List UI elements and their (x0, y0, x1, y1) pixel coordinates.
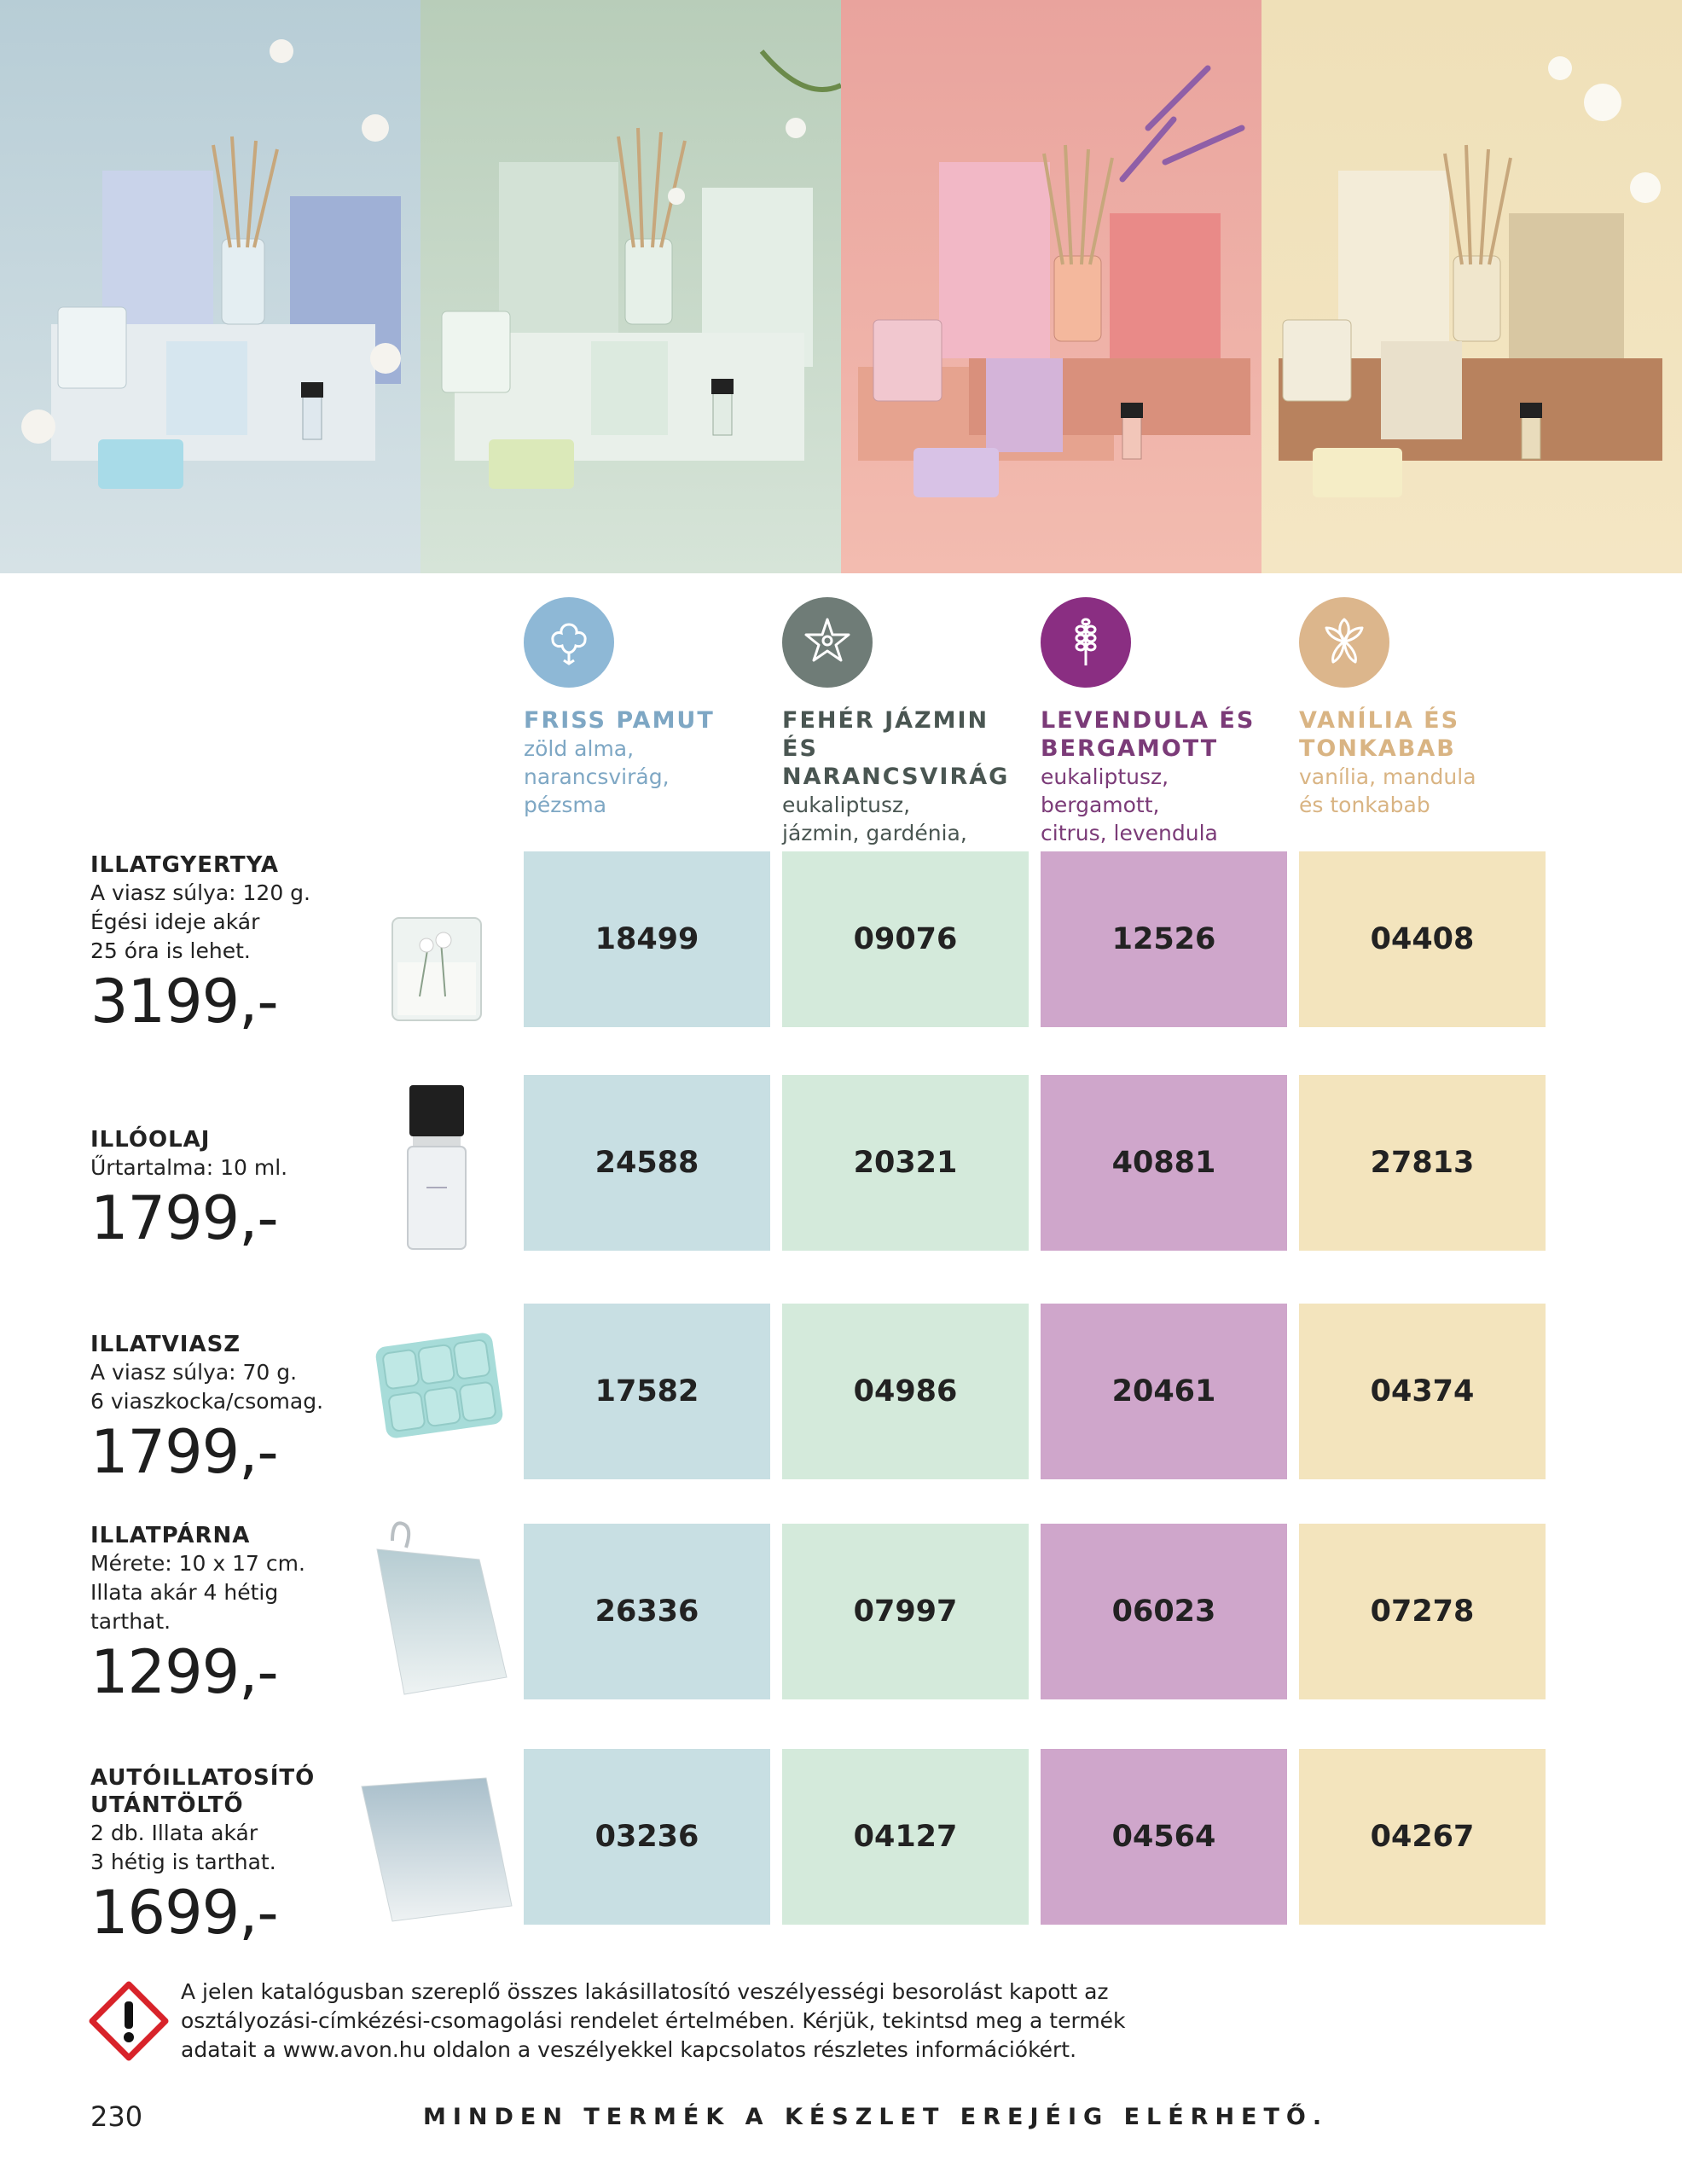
product-code-cell: 09076 (782, 851, 1029, 1027)
product-code-cell: 07278 (1299, 1524, 1546, 1699)
product-description: A viasz súlya: 70 g. 6 viaszkocka/csomag… (90, 1360, 324, 1414)
wax-melt-image (375, 1333, 503, 1438)
vanilla-flower-icon (1299, 597, 1389, 688)
product-price: 3199,- (90, 967, 279, 1037)
product-code-cell: 17582 (524, 1304, 770, 1479)
hero-panel-vanilia (1262, 0, 1682, 573)
scent-name: FRISS PAMUT (524, 707, 715, 734)
product-autoillatosito-utantolto: AUTÓILLATOSÍTÓ UTÁNTÖLTŐ 2 db. Illata ak… (90, 1764, 372, 1949)
page-number: 230 (90, 2100, 143, 2133)
scent-column-vanilia: VANÍLIA ÉS TONKABAB vanília, mandula és … (1299, 597, 1546, 819)
hero-panel-feher-jazmin (420, 0, 841, 573)
product-name: ILLATGYERTYA (90, 852, 280, 878)
product-price: 1299,- (90, 1637, 279, 1707)
product-code-cell: 26336 (524, 1524, 770, 1699)
hero-panel-friss-pamut (0, 0, 420, 573)
product-name: ILLATVIASZ (90, 1332, 241, 1357)
product-illoolaj: ILLÓOLAJ Űrtartalma: 10 ml. 1799,- (90, 1126, 372, 1254)
hero-panel-levendula (841, 0, 1262, 573)
scent-notes: eukaliptusz, bergamott, citrus, levendul… (1041, 764, 1218, 845)
product-illatviasz: ILLATVIASZ A viasz súlya: 70 g. 6 viaszk… (90, 1331, 372, 1488)
scent-notes: zöld alma, narancsvirág, pézsma (524, 736, 670, 817)
product-code-cell: 03236 (524, 1749, 770, 1925)
scent-sachet-image (376, 1521, 508, 1695)
product-description: Mérete: 10 x 17 cm. Illata akár 4 hétig … (90, 1551, 305, 1634)
scent-column-levendula: LEVENDULA ÉS BERGAMOTT eukaliptusz, berg… (1041, 597, 1288, 847)
availability-note: MINDEN TERMÉK A KÉSZLET EREJÉIG ELÉRHETŐ… (423, 2104, 1329, 2130)
product-name: AUTÓILLATOSÍTÓ UTÁNTÖLTŐ (90, 1765, 316, 1818)
product-code-cell: 04408 (1299, 851, 1546, 1027)
product-name: ILLATPÁRNA (90, 1523, 251, 1548)
scent-name: LEVENDULA ÉS BERGAMOTT (1041, 707, 1256, 762)
product-description: Űrtartalma: 10 ml. (90, 1155, 288, 1180)
product-name: ILLÓOLAJ (90, 1127, 211, 1153)
scent-name: FEHÉR JÁZMIN ÉS NARANCSVIRÁG (782, 707, 1010, 790)
hazard-warning-icon (89, 1981, 169, 2061)
hero-photo-strip (0, 0, 1682, 573)
product-code-cell: 20321 (782, 1075, 1029, 1251)
scent-name: VANÍLIA ÉS TONKABAB (1299, 707, 1460, 762)
product-description: A viasz súlya: 120 g. Égési ideje akár 2… (90, 880, 310, 963)
product-illatparna: ILLATPÁRNA Mérete: 10 x 17 cm. Illata ak… (90, 1522, 372, 1708)
scent-column-feher-jazmin: FEHÉR JÁZMIN ÉS NARANCSVIRÁG eukaliptusz… (782, 597, 1030, 875)
product-code-cell: 04127 (782, 1749, 1029, 1925)
scent-notes: vanília, mandula és tonkabab (1299, 764, 1476, 817)
product-code-cell: 12526 (1041, 851, 1287, 1027)
scent-column-friss-pamut: FRISS PAMUT zöld alma, narancsvirág, péz… (524, 597, 771, 819)
hazard-notice-text: A jelen katalógusban szereplő összes lak… (181, 1979, 1126, 2062)
product-code-cell: 04374 (1299, 1304, 1546, 1479)
product-code-cell: 04564 (1041, 1749, 1287, 1925)
product-code-cell: 07997 (782, 1524, 1029, 1699)
product-description: 2 db. Illata akár 3 hétig is tarthat. (90, 1821, 276, 1874)
lavender-icon (1041, 597, 1131, 688)
product-code-cell: 40881 (1041, 1075, 1287, 1251)
product-code-cell: 06023 (1041, 1524, 1287, 1699)
product-code-cell: 24588 (524, 1075, 770, 1251)
product-code-cell: 20461 (1041, 1304, 1287, 1479)
product-code-cell: 27813 (1299, 1075, 1546, 1251)
product-price: 1799,- (90, 1183, 279, 1253)
oil-bottle-image (407, 1085, 467, 1250)
product-illatgyertya: ILLATGYERTYA A viasz súlya: 120 g. Égési… (90, 851, 372, 1037)
candle-image (392, 917, 482, 1021)
product-price: 1799,- (90, 1417, 279, 1487)
cotton-icon (524, 597, 614, 688)
product-code-cell: 04986 (782, 1304, 1029, 1479)
jasmine-flower-icon (782, 597, 873, 688)
product-code-cell: 04267 (1299, 1749, 1546, 1925)
car-refill-image (361, 1777, 513, 1922)
product-price: 1699,- (90, 1878, 279, 1948)
product-code-cell: 18499 (524, 851, 770, 1027)
